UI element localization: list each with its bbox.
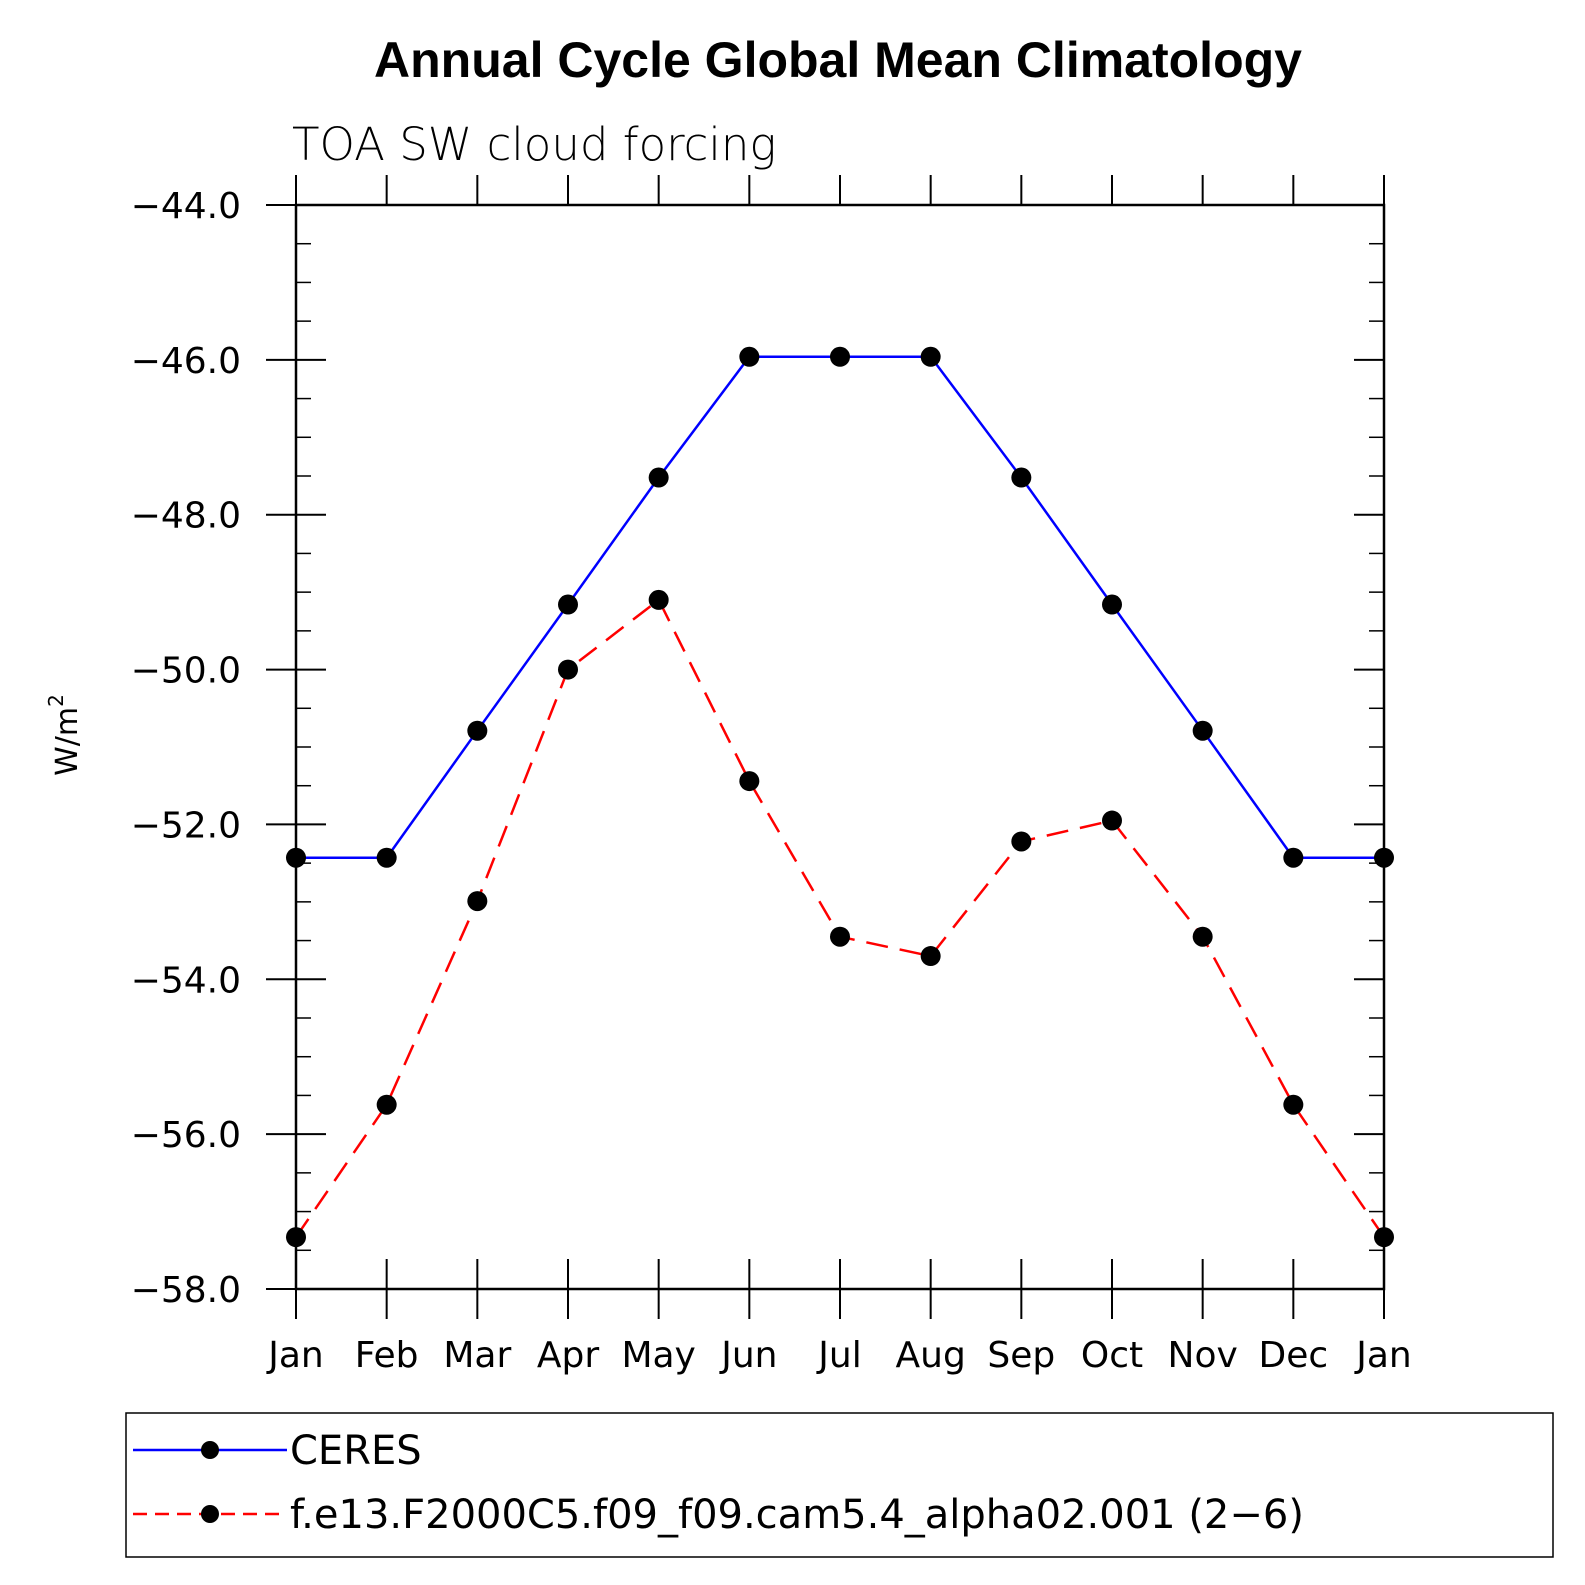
series-1-point <box>1374 1227 1394 1248</box>
x-tick-label: Apr <box>537 1335 599 1376</box>
series-line-0 <box>296 355 1384 859</box>
series-0-point <box>920 346 941 367</box>
series-0-point <box>286 847 306 868</box>
x-tick-label: Feb <box>355 1335 419 1376</box>
y-tick-label: −44.0 <box>131 186 241 227</box>
y-tick-label: −48.0 <box>131 496 241 537</box>
y-tick-label: −52.0 <box>131 805 241 846</box>
y-tick-label: −56.0 <box>131 1115 241 1156</box>
y-tick-label: −58.0 <box>131 1270 241 1311</box>
y-tick-label: −46.0 <box>131 341 241 382</box>
y-tick-labels: −44.0 −46.0 −48.0 −50.0 −52.0 −54.0 −56.0 −58.0 <box>131 186 241 1311</box>
series-1-point <box>830 926 850 947</box>
series-0-point <box>1283 847 1304 868</box>
series-0-point <box>830 346 850 367</box>
series-0-point <box>1102 594 1122 615</box>
y-axis-label-text: W/m <box>50 707 85 776</box>
x-tick-label: Aug <box>896 1335 966 1376</box>
series-1-point <box>376 1094 397 1115</box>
legend-label-model: f.e13.F2000C5.f09_f09.cam5.4_alpha02.001… <box>290 1492 1304 1538</box>
y-tick-label: −54.0 <box>131 960 241 1001</box>
series-1-point <box>920 946 941 967</box>
y-tick-label: −50.0 <box>131 651 241 692</box>
series-1-point <box>558 659 578 680</box>
svg-text:W/m2: W/m2 <box>44 694 85 776</box>
series-0-point <box>376 847 397 868</box>
series-layer <box>286 346 1394 1248</box>
series-1-point <box>1011 831 1032 852</box>
series-1-point <box>467 891 488 912</box>
legend-frame <box>125 1412 1554 1558</box>
x-tick-label: Jan <box>266 1335 324 1376</box>
legend: CERES f.e13.F2000C5.f09_f09.cam5.4_alpha… <box>125 1412 1554 1558</box>
chart-title: Annual Cycle Global Mean Climatology <box>374 32 1302 88</box>
series-1-point <box>1102 810 1122 831</box>
chart-subtitle: TOA SW cloud forcing <box>292 118 776 171</box>
series-0-point <box>739 346 760 367</box>
series-0-point <box>1374 847 1394 868</box>
series-0-point <box>558 594 578 615</box>
series-0-point <box>467 720 488 741</box>
x-tick-label: Mar <box>443 1335 511 1376</box>
series-1-point <box>1283 1094 1304 1115</box>
axis-ticks <box>266 175 1385 1319</box>
x-tick-label: Sep <box>987 1335 1055 1376</box>
y-axis-label: W/m2 <box>44 694 85 776</box>
x-tick-label: Jan <box>1354 1335 1412 1376</box>
legend-label-ceres: CERES <box>290 1428 422 1474</box>
series-0-point <box>1011 467 1032 488</box>
legend-marker-ceres <box>201 1441 219 1459</box>
series-1-point <box>286 1227 306 1248</box>
x-tick-label: Jun <box>719 1335 777 1376</box>
y-axis-label-superscript: 2 <box>44 694 68 707</box>
x-tick-label: Nov <box>1168 1335 1238 1376</box>
series-line-1 <box>294 597 1386 1238</box>
series-1-point <box>648 589 669 610</box>
plot-frame <box>294 203 1386 1291</box>
series-0-point <box>648 467 669 488</box>
x-tick-label: Dec <box>1258 1335 1328 1376</box>
x-tick-label: May <box>621 1335 695 1376</box>
x-tick-label: Jul <box>816 1335 861 1376</box>
series-1-point <box>1192 926 1213 947</box>
legend-marker-model <box>201 1505 219 1523</box>
series-1-point <box>739 771 760 792</box>
series-0-point <box>1192 720 1213 741</box>
x-tick-label: Oct <box>1081 1335 1143 1376</box>
x-tick-labels: Jan Feb Mar Apr May Jun Jul Aug Sep Oct Nov Dec Jan <box>266 1335 1412 1376</box>
